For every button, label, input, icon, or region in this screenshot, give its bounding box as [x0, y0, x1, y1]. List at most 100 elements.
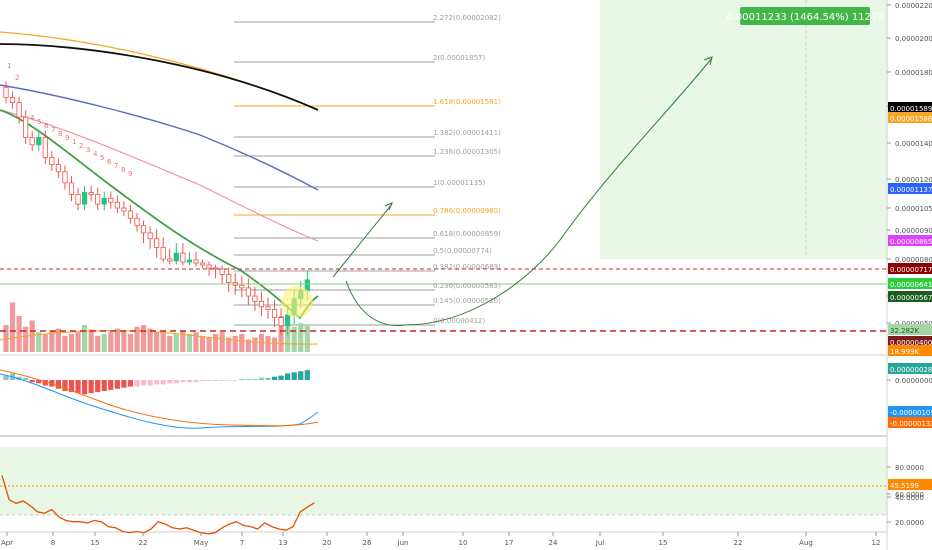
macd-histogram-bar	[173, 380, 179, 384]
sequence-label: 2	[15, 74, 19, 82]
macd-histogram-bar	[101, 380, 107, 391]
macd-histogram-bar	[206, 380, 212, 382]
time-tick-label: Jul	[595, 539, 605, 547]
rsi-tick-label: 40.0000	[895, 494, 924, 502]
candle-body	[3, 86, 9, 98]
macd-histogram-bar	[114, 380, 120, 389]
candle-body	[75, 194, 81, 205]
fib-label: 0(0.00000412)	[433, 317, 485, 325]
volume-bar	[154, 332, 160, 352]
price-badge-label: 0.00001586	[890, 115, 932, 123]
fib-label: 0.236(0.00000583)	[433, 282, 501, 290]
target-label-box	[740, 7, 870, 25]
macd-histogram-bar	[23, 377, 29, 380]
fib-label: 1.618(0.00001581)	[433, 98, 501, 106]
volume-bar	[173, 334, 179, 352]
price-badge-label: 0.00000865	[890, 238, 932, 246]
price-badge-box	[888, 479, 932, 490]
macd-histogram-bar	[36, 380, 42, 384]
long-projection-curve	[345, 57, 713, 327]
fib-label: 2(0.00001857)	[433, 54, 485, 62]
time-tick-label: Jun	[397, 539, 409, 547]
macd-histogram-bar	[232, 380, 238, 381]
price-tick-label: 0.00000800	[895, 256, 932, 264]
time-tick-label: 17	[505, 539, 514, 547]
rsi-pane: 80.0000 60.000040.0000 20.0000	[0, 464, 924, 535]
volume-bar	[147, 328, 153, 352]
volume-bar	[245, 339, 251, 352]
price-badge-box	[888, 278, 932, 289]
volume-bar	[226, 337, 232, 352]
candle-body	[278, 317, 284, 327]
macd-histogram-bar	[154, 380, 160, 385]
macd-histogram-bar	[82, 380, 88, 395]
fib-label: 2.272(0.00002082)	[433, 14, 501, 22]
macd-histogram-bar	[134, 380, 140, 387]
candle-body	[160, 246, 166, 260]
macd-histogram-bar	[29, 380, 35, 383]
sequence-label: 8	[121, 166, 125, 174]
volume-bar	[239, 334, 245, 352]
macd-histogram-bar	[199, 380, 206, 382]
volume-bar	[232, 335, 238, 352]
candle-body	[147, 232, 153, 240]
candle-body	[134, 217, 140, 226]
target-label: 0.00011233 (1464.54%) 11233	[726, 12, 883, 23]
macd-histogram-bar	[108, 380, 114, 390]
ma-black	[0, 43, 319, 111]
volume-bar	[167, 335, 173, 352]
short-projection-arrow	[332, 203, 393, 278]
volume-bar	[3, 325, 9, 352]
candle-body	[239, 284, 245, 289]
volume-bar	[95, 335, 101, 352]
candle-body	[154, 238, 160, 248]
price-badge-label: 45.5199	[890, 482, 919, 490]
candle-body	[199, 262, 206, 266]
price-badge-label: 18.999K	[890, 348, 919, 356]
macd-histogram-bar	[252, 378, 258, 380]
candle-body	[108, 197, 114, 203]
volume-bar	[304, 325, 310, 352]
sequence-label: 9	[65, 134, 69, 142]
sequence-label: 1	[72, 138, 76, 146]
fib-label: 1(0.00001135)	[433, 179, 485, 187]
candle-body	[121, 207, 127, 212]
candle-body	[114, 201, 120, 209]
price-badge-label: 0.00000717	[890, 266, 932, 274]
time-axis: Apr 8 15 22 May 7 13 20 26 Jun 10 17 24 Jul 15 22 Aug 12	[1, 532, 880, 547]
macd-histogram-bar	[95, 380, 101, 393]
candle-body	[68, 182, 75, 195]
volume-bar	[108, 332, 114, 352]
volume-bar	[252, 337, 258, 352]
bottom-highlight	[281, 286, 313, 318]
price-badge-label: 0.00001137	[890, 186, 932, 194]
volume-bar	[180, 330, 186, 352]
macd-histogram-bar	[219, 380, 225, 381]
volume-bar	[206, 337, 212, 352]
volume-bar	[16, 316, 22, 352]
volume-bar	[140, 325, 147, 352]
macd-histogram-bar	[147, 380, 153, 386]
price-badge-label: 0.00000400	[890, 339, 932, 347]
price-badge-box	[888, 291, 932, 302]
macd-histogram-bar	[16, 376, 22, 380]
time-tick-label: Aug	[799, 539, 813, 547]
macd-histogram-bar	[160, 380, 166, 385]
macd-histogram-bar	[140, 380, 147, 386]
candle-body	[173, 252, 179, 262]
volume-bar	[213, 334, 219, 352]
rsi-tick-label: 20.0000	[895, 519, 924, 527]
price-badge-box	[888, 102, 932, 113]
macd-histogram-bar	[193, 380, 199, 383]
volume-bar	[271, 337, 278, 352]
macd-histogram-bar	[167, 380, 173, 384]
fib-label: 0.618(0.00000859)	[433, 230, 501, 238]
ma-pink	[0, 109, 319, 242]
candle-body	[258, 300, 265, 308]
sequence-label: 5	[37, 118, 41, 126]
candle-body	[285, 314, 291, 327]
fib-label: 0.5(0.00000774)	[433, 247, 492, 255]
candle-body	[206, 264, 212, 269]
volume-bar	[9, 302, 16, 352]
